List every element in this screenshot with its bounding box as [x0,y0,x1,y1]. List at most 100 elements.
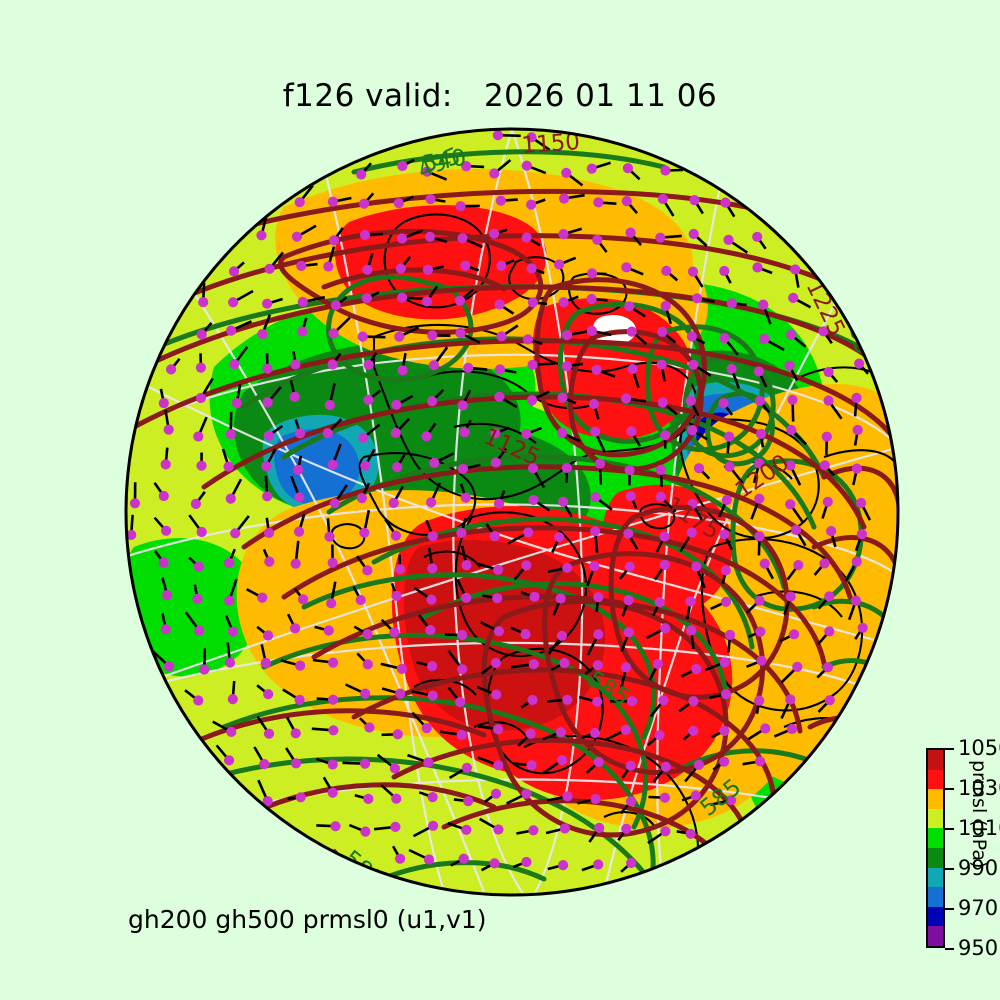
wind-barb [397,158,415,172]
wind-barb [550,657,570,672]
wind-barb [457,463,481,474]
wind-barb [685,395,700,417]
wind-barb [225,411,236,440]
wind-barb [719,529,733,551]
wind-barb [315,757,338,770]
wind-barb [287,792,306,803]
wind-barb [380,784,402,804]
wind-barb [586,629,604,656]
wind-barb [586,293,608,305]
wind-barb [655,491,677,513]
graticule [125,128,899,896]
wind-barb [384,518,402,541]
wind-barb [493,490,506,509]
wind-barb [245,588,268,603]
wind-barb [788,292,812,309]
wind-barb [847,595,862,621]
wind-barb [661,265,679,282]
wind-barb [476,685,502,700]
wind-barb [688,228,708,247]
wind-barb [723,234,749,254]
wind-barb [856,497,872,521]
wind-barb [851,392,862,417]
wind-barb [360,448,376,471]
wind-barb [620,857,637,873]
colorbar[interactable] [926,748,945,948]
wind-barb [425,519,438,542]
wind-barb [411,690,438,701]
wind-barb [513,760,537,771]
wind-barb [324,518,335,542]
wind-barb [153,550,169,568]
wind-barb [686,625,697,649]
wind-barb [691,561,706,589]
wind-barb [527,297,548,308]
wind-barb [224,578,238,606]
map-contents: 540 1150 495 1125 1175 1200 1225 585 585… [125,128,899,896]
wind-barb [184,611,205,636]
wind-barb [817,626,835,645]
wind-barb [620,393,647,404]
wind-barb [314,625,334,636]
wind-barb [652,597,665,617]
wind-barb [454,288,475,306]
wind-barb [496,259,515,271]
wind-barb [212,720,237,738]
prmsl-region-green [125,538,259,677]
wind-barb [754,395,771,414]
wind-barb [492,130,521,141]
wind-barb [687,498,705,523]
map-canvas[interactable]: 540 1150 495 1125 1175 1200 1225 585 585… [124,127,900,897]
wind-barb [228,261,245,277]
wind-barb [380,662,407,675]
wind-barb [257,779,273,807]
wind-barb [617,823,632,842]
wind-barb [196,452,207,471]
wind-barb [444,629,468,641]
wind-barb [649,695,669,718]
wind-barb [153,481,169,502]
wind-barb [412,820,439,838]
wind-barb [577,793,601,805]
wind-barb [681,790,701,802]
wind-barb [758,299,772,325]
wind-barb [230,515,250,539]
wind-barb [256,684,274,700]
colorbar-band-green [928,828,943,848]
wind-barb [527,463,546,489]
wind-barb [391,394,414,410]
wind-barb [376,753,400,774]
wind-barb [542,727,566,741]
colorbar-band-orange [928,789,943,809]
wind-barb [356,652,373,670]
colorbar-band-yellow-green [928,808,943,829]
wind-barb [390,417,410,438]
wind-barb [356,162,372,180]
wind-barb [463,362,488,373]
wind-barb [290,540,301,569]
wind-barb [490,426,510,439]
wind-barb [427,547,438,574]
wind-barb [726,298,747,309]
wind-barb [289,380,300,402]
wind-barb [619,796,637,815]
wind-barb [418,614,436,636]
map-globe[interactable]: 540 1150 495 1125 1175 1200 1225 585 585… [124,127,900,897]
wind-barb [264,251,285,274]
wind-barb [480,621,504,637]
colorbar-tick-label: 950 [958,936,999,960]
wind-barb [791,524,807,547]
wind-barb [381,729,403,740]
wind-barb [390,582,402,601]
wind-barb [344,683,371,699]
wind-barb [547,562,573,574]
wind-barb [780,694,796,719]
wind-barb [516,825,539,836]
colorbar-axis-title: prmsl (hPa) [968,760,990,869]
wind-barb [256,625,274,641]
wind-barb [195,377,214,404]
wind-barb [854,529,868,552]
wind-barb [311,725,339,736]
wind-barb [655,531,670,553]
wind-barb [227,680,238,705]
